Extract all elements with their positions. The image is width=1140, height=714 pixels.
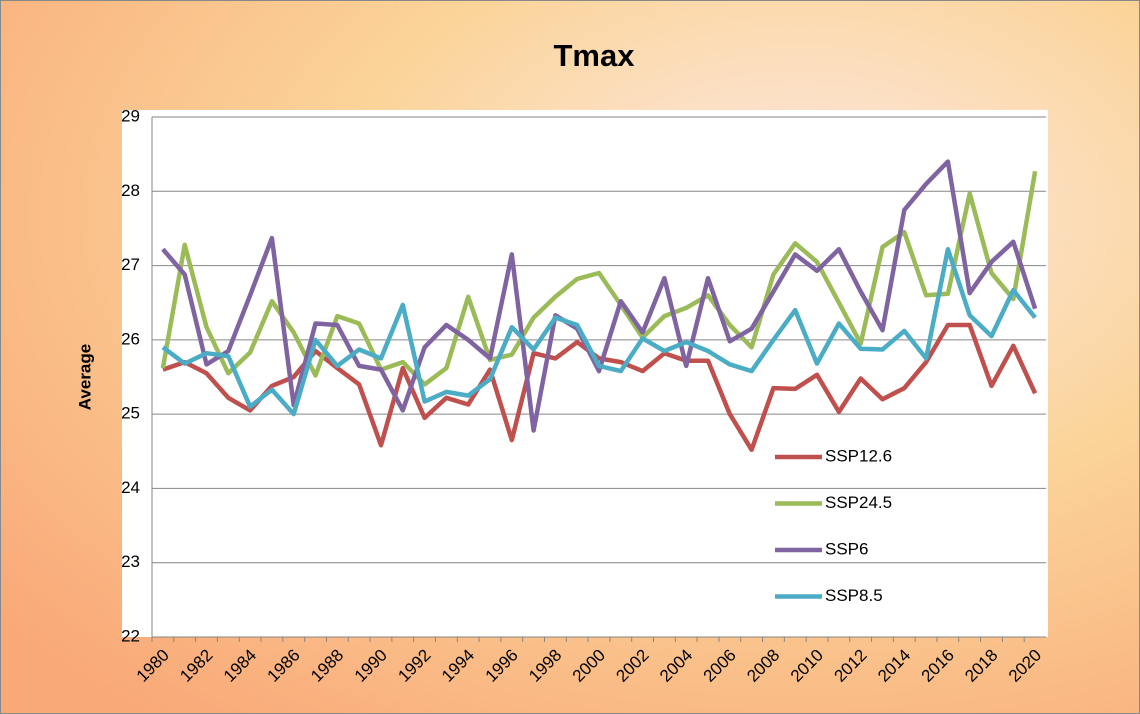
y-tick-label: 24 — [121, 478, 140, 497]
legend-label: SSP8.5 — [825, 586, 883, 605]
y-tick-label: 25 — [121, 404, 140, 423]
series-line — [161, 246, 1037, 417]
chart-title: Tmax — [554, 38, 636, 73]
plot-area — [122, 110, 1048, 637]
legend-label: SSP24.5 — [825, 493, 892, 512]
y-tick-label: 22 — [121, 626, 140, 645]
series-line — [161, 159, 1038, 433]
y-tick-label: 28 — [121, 181, 140, 200]
y-tick-label: 23 — [121, 552, 140, 571]
y-axis-label: Average — [75, 344, 94, 410]
y-tick-label: 29 — [121, 106, 140, 125]
y-tick-label: 26 — [121, 329, 140, 348]
legend-label: SSP12.6 — [825, 446, 892, 465]
y-tick-label: 27 — [121, 255, 140, 274]
legend-label: SSP6 — [825, 539, 868, 558]
